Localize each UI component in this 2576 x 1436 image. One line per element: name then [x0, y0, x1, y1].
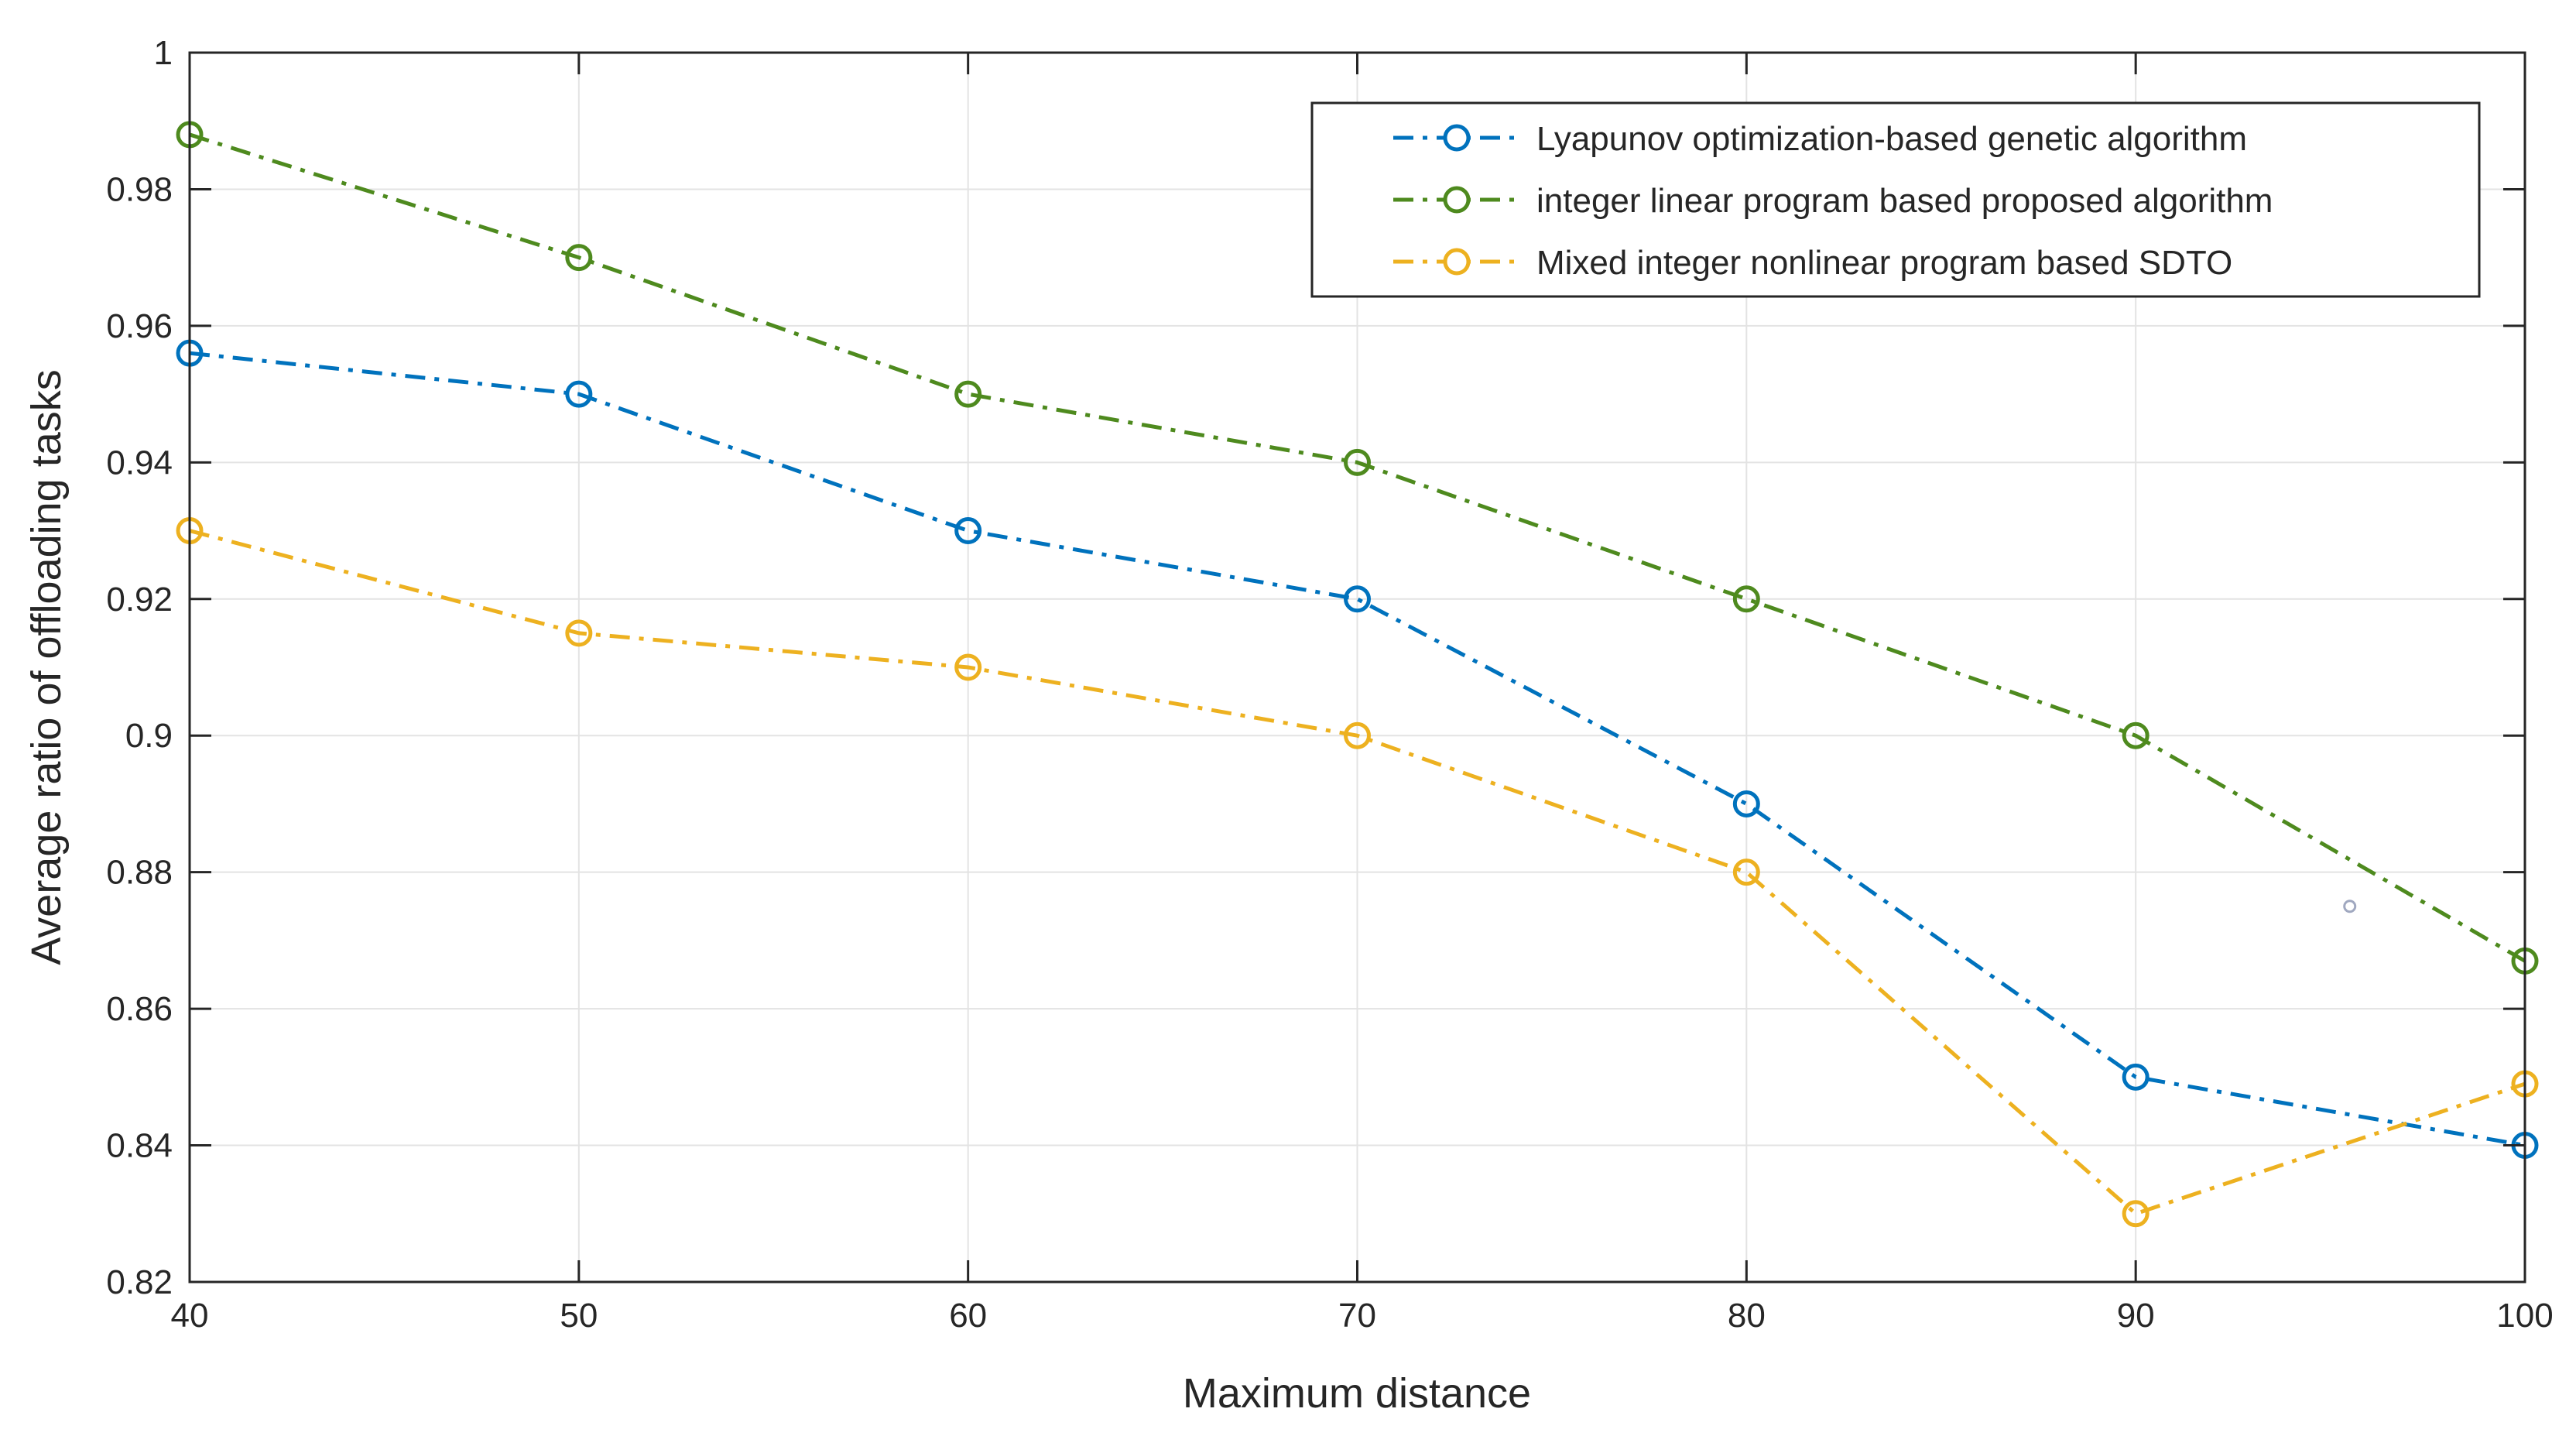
y-axis-title: Average ratio of offloading tasks — [23, 369, 70, 965]
y-tick-label: 0.82 — [106, 1263, 173, 1301]
legend-marker-sample — [1443, 248, 1471, 276]
legend-marker-sample — [1443, 124, 1471, 152]
y-tick-label: 0.88 — [106, 854, 173, 892]
data-point — [2122, 721, 2150, 749]
data-point — [1732, 790, 1760, 817]
data-point — [1344, 585, 1371, 613]
series-layer — [176, 121, 2539, 1228]
stray-marker-layer — [2343, 900, 2357, 913]
x-tick-label: 90 — [2117, 1297, 2155, 1335]
y-tick-label: 0.94 — [106, 444, 173, 482]
data-point — [565, 619, 593, 647]
legend-label: integer linear program based proposed al… — [1536, 182, 2273, 220]
y-tick-label: 0.9 — [125, 717, 173, 755]
series-2 — [176, 121, 2539, 975]
data-point — [954, 517, 982, 545]
x-axis-title: Maximum distance — [1183, 1370, 1531, 1417]
data-point — [1732, 585, 1760, 613]
x-tick-label: 40 — [171, 1297, 209, 1335]
data-point — [1344, 721, 1371, 749]
legend: Lyapunov optimization-based genetic algo… — [1310, 101, 2481, 298]
legend-entry-1: Lyapunov optimization-based genetic algo… — [1393, 120, 2247, 158]
stray-marker — [2343, 900, 2357, 913]
data-point — [2122, 1063, 2150, 1091]
data-point — [565, 244, 593, 272]
x-tick-label: 100 — [2496, 1297, 2553, 1335]
x-tick-label: 70 — [1338, 1297, 1376, 1335]
data-point — [2122, 1200, 2150, 1228]
legend-label: Mixed integer nonlinear program based SD… — [1536, 244, 2232, 282]
legend-marker-sample — [1443, 186, 1471, 214]
data-point — [954, 653, 982, 681]
x-tick-label: 50 — [560, 1297, 598, 1335]
axis-ticks: 40 50 60 70 80 90 100 0.82 0.84 0.86 0.88 0.9 0.92 0.… — [106, 34, 2553, 1335]
series-line — [189, 351, 2526, 1148]
y-tick-label: 1 — [154, 34, 173, 72]
data-point — [1732, 859, 1760, 886]
y-tick-label: 0.86 — [106, 990, 173, 1028]
legend-entry-2: integer linear program based proposed al… — [1393, 182, 2273, 220]
x-tick-label: 60 — [949, 1297, 987, 1335]
y-tick-label: 0.84 — [106, 1127, 173, 1165]
data-point — [1344, 448, 1371, 476]
legend-entry-3: Mixed integer nonlinear program based SD… — [1393, 244, 2232, 282]
data-point — [954, 380, 982, 408]
y-tick-label: 0.92 — [106, 581, 173, 619]
legend-label: Lyapunov optimization-based genetic algo… — [1536, 120, 2247, 158]
series-line — [189, 132, 2526, 963]
y-tick-label: 0.96 — [106, 307, 173, 345]
data-point — [565, 380, 593, 408]
y-tick-label: 0.98 — [106, 170, 173, 208]
legend-box — [1310, 101, 2481, 298]
x-tick-label: 80 — [1728, 1297, 1766, 1335]
series-line — [189, 529, 2526, 1216]
